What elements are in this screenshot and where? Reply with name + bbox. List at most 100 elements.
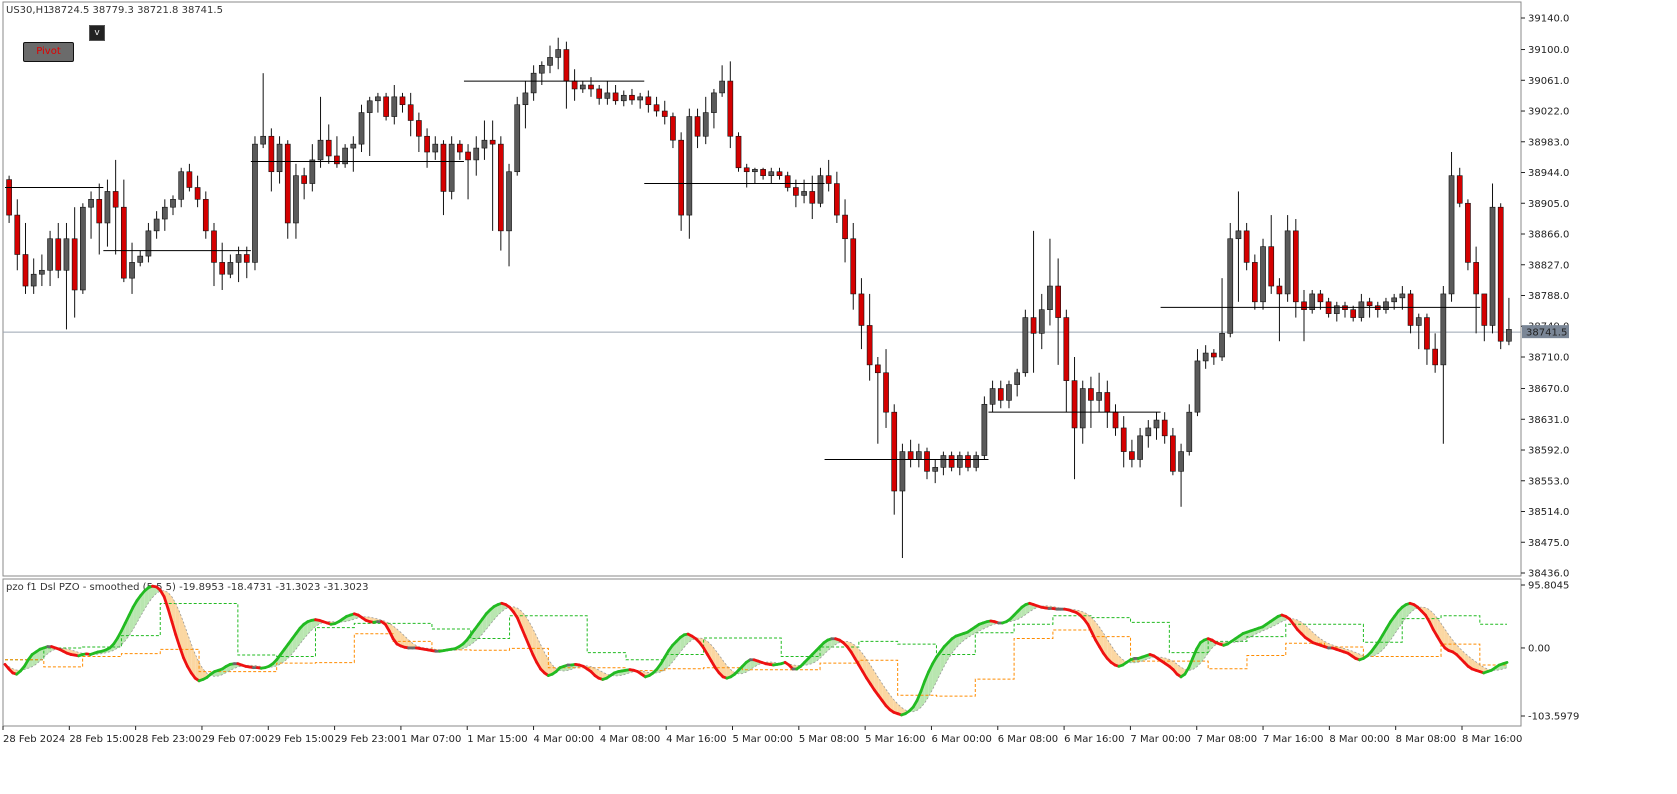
bear-candle	[661, 110, 668, 117]
bull-candle	[1022, 317, 1029, 374]
pzo-line-segment	[123, 613, 131, 625]
bull-fill	[311, 619, 316, 631]
bull-fill	[121, 622, 126, 645]
bear-candle	[1317, 293, 1324, 303]
bear-candle	[1243, 230, 1250, 263]
bull-fill	[1409, 603, 1414, 614]
bear-fill	[889, 694, 894, 713]
pzo-line-segment	[515, 616, 523, 629]
bear-candle	[211, 230, 217, 263]
bear-candle	[268, 135, 275, 173]
bear-candle	[588, 84, 594, 90]
pzo-line-segment	[178, 645, 185, 660]
bear-fill	[719, 655, 724, 677]
bull-candle	[1284, 230, 1291, 295]
bull-fill	[831, 638, 836, 648]
bull-candle	[1006, 384, 1012, 401]
bear-candle	[596, 88, 603, 99]
bear-fill	[1107, 639, 1112, 663]
bull-fill	[940, 646, 945, 674]
bull-candle	[1399, 293, 1406, 299]
bear-candle	[120, 206, 127, 279]
bull-candle	[1137, 435, 1143, 460]
bull-candle	[129, 262, 135, 279]
time-axis-label: 29 Feb 23:00	[335, 734, 401, 745]
bear-candle	[1268, 246, 1275, 287]
price-axis-label: 38436.0	[1528, 569, 1569, 580]
bear-candle	[1104, 392, 1111, 413]
bull-candle	[973, 455, 980, 468]
bear-fill	[408, 639, 413, 648]
bear-candle	[1366, 301, 1373, 307]
bear-candle	[924, 451, 930, 472]
bull-candle	[702, 112, 709, 137]
pzo-line-segment	[182, 656, 189, 668]
bull-candle	[448, 143, 455, 192]
time-axis-label: 5 Mar 16:00	[865, 734, 925, 745]
bull-candle	[1391, 297, 1398, 303]
bear-fill	[521, 610, 526, 637]
bear-candle	[1112, 411, 1119, 429]
bull-candle	[235, 254, 242, 263]
bear-fill	[1111, 645, 1116, 666]
bull-candle	[432, 143, 439, 153]
bear-fill	[536, 636, 541, 669]
bull-candle	[309, 159, 316, 184]
bull-candle	[473, 147, 480, 161]
time-axis-label: 4 Mar 16:00	[666, 734, 726, 745]
bear-candle	[497, 143, 504, 232]
time-axis-label: 6 Mar 00:00	[931, 734, 991, 745]
bull-fill	[1208, 638, 1213, 654]
indicator-label: pzo f1 Dsl PZO - smoothed (5 5 5) -19.89…	[6, 582, 368, 593]
bear-fill	[544, 652, 549, 676]
bull-candle	[1415, 317, 1422, 326]
bull-candle	[915, 451, 922, 460]
price-axis-label: 38788.0	[1528, 291, 1569, 302]
bear-candle	[1055, 285, 1061, 318]
bear-candle	[948, 455, 955, 468]
price-axis-label: 38592.0	[1528, 446, 1569, 457]
pzo-line-segment	[531, 653, 539, 664]
bear-candle	[907, 451, 914, 460]
pzo-line-segment	[120, 621, 127, 633]
bear-fill	[183, 622, 188, 667]
bear-candle	[858, 293, 865, 326]
v-button[interactable]: v	[89, 25, 105, 41]
bull-candle	[1186, 411, 1193, 452]
price-axis-label: 38944.0	[1528, 168, 1569, 179]
bull-candle	[1096, 392, 1102, 401]
bull-candle	[752, 169, 758, 173]
time-axis-label: 7 Mar 16:00	[1263, 734, 1323, 745]
bear-candle	[489, 139, 496, 145]
bear-fill	[1472, 659, 1476, 671]
bull-candle	[47, 238, 53, 271]
bull-candle	[522, 92, 529, 106]
bear-candle	[424, 135, 430, 153]
price-axis-label: 38553.0	[1528, 476, 1569, 487]
bear-candle	[55, 238, 62, 271]
bear-candle	[1170, 435, 1176, 472]
bull-fill	[470, 629, 475, 645]
bull-candle	[161, 206, 168, 220]
bear-candle	[1465, 202, 1471, 263]
bear-candle	[776, 171, 783, 176]
bear-fill	[404, 636, 409, 648]
ohlc-readout: 38724.5 38779.3 38721.8 38741.5	[48, 5, 223, 16]
pzo-line-segment	[170, 620, 178, 637]
time-axis-label: 4 Mar 00:00	[534, 734, 594, 745]
bull-fill	[490, 606, 495, 625]
signal-line	[4, 590, 1508, 713]
bull-candle	[768, 171, 775, 176]
bear-candle	[1120, 427, 1127, 452]
bear-candle	[1129, 451, 1135, 460]
pivot-button[interactable]: Pivot	[23, 42, 74, 62]
price-axis-label: 39140.0	[1528, 14, 1569, 25]
bull-candle	[153, 218, 160, 232]
bull-candle	[1489, 206, 1496, 326]
bear-candle	[194, 187, 201, 200]
bull-fill	[680, 634, 685, 653]
main-pane-frame	[2, 1, 1522, 577]
bear-candle	[383, 96, 389, 117]
